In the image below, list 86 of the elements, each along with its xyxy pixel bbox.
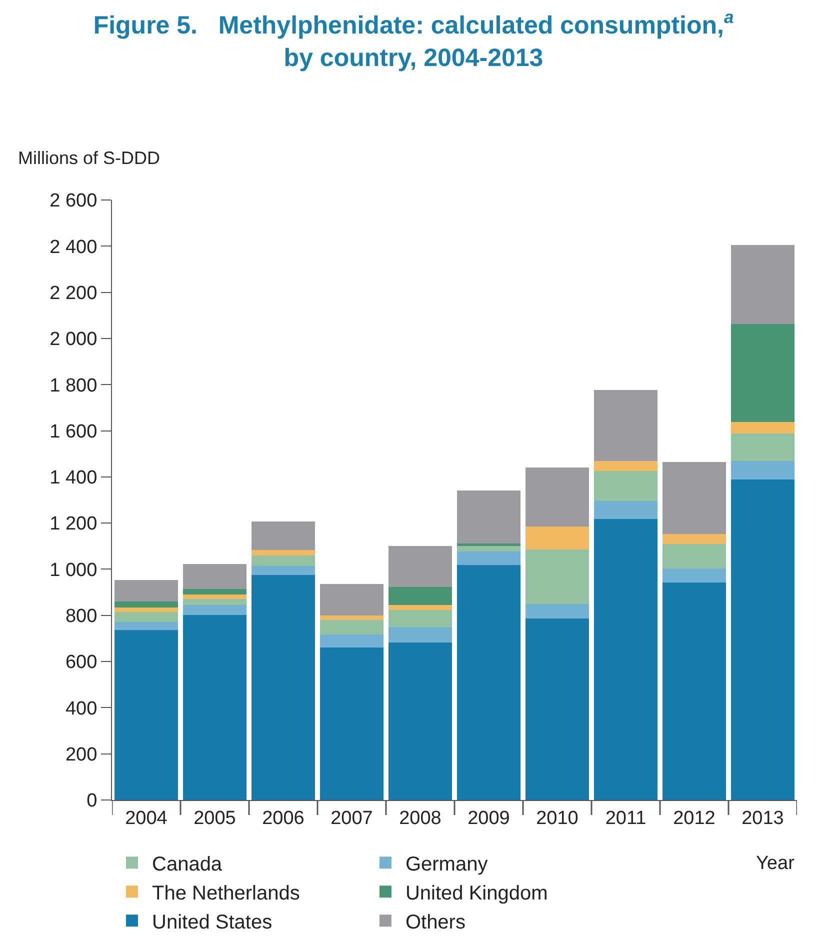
bar <box>183 564 246 589</box>
bar <box>731 434 794 461</box>
bar <box>183 588 246 594</box>
bar <box>183 615 246 800</box>
y-tick-label: 1 000 <box>50 560 98 581</box>
x-tick-label: 2005 <box>194 808 236 829</box>
bar <box>594 390 658 461</box>
bar <box>114 630 178 800</box>
x-tick-label: 2004 <box>125 808 168 829</box>
y-tick-label: 800 <box>65 606 98 628</box>
bar <box>388 627 452 642</box>
legend-label: Germany <box>405 853 488 876</box>
bar <box>114 608 178 612</box>
bar <box>252 575 315 800</box>
bar <box>252 555 315 566</box>
y-tick-label: 1 400 <box>50 468 98 489</box>
legend-label: Others <box>405 911 466 934</box>
y-tick-label: 2 400 <box>50 236 98 258</box>
legend-label: United Kingdom <box>405 882 548 904</box>
x-tick-label: 2013 <box>742 808 784 829</box>
x-axis-title: Year <box>756 853 796 874</box>
bar <box>388 605 452 610</box>
bar <box>388 610 452 628</box>
bar <box>320 647 384 800</box>
bar <box>526 550 589 604</box>
bar <box>252 550 315 556</box>
bar <box>114 580 178 602</box>
y-axis-title: Millions of S-DDD <box>18 148 160 168</box>
legend-label: United States <box>152 911 272 934</box>
bar <box>526 467 589 527</box>
x-tick-label: 2006 <box>262 808 304 829</box>
x-tick-label: 2009 <box>468 808 510 829</box>
bar <box>662 568 726 582</box>
x-tick-label: 2007 <box>330 808 373 829</box>
chart-title: Figure 5. Methylphenidate: calculated consumption,$^{a}$ by country, 2004-2013 <box>93 6 734 72</box>
bar <box>183 598 246 605</box>
bar <box>594 461 658 471</box>
x-tick-label: 2012 <box>673 808 716 829</box>
y-tick-label: 200 <box>65 744 98 766</box>
bar <box>594 501 658 519</box>
bar <box>594 470 658 502</box>
bar <box>320 634 384 648</box>
y-tick-label: 0 <box>86 790 98 812</box>
bar <box>662 582 726 800</box>
bar <box>183 604 246 616</box>
bar <box>114 612 178 622</box>
bar <box>114 601 178 608</box>
legend-label: The Netherlands <box>152 882 300 904</box>
bar <box>252 521 315 550</box>
bar <box>526 618 589 800</box>
bar <box>731 461 794 480</box>
bar <box>662 462 726 534</box>
bar <box>388 642 452 800</box>
bar <box>731 422 794 434</box>
y-tick-label: 1 200 <box>50 514 98 535</box>
y-tick-label: 600 <box>65 652 98 674</box>
y-tick-label: 400 <box>65 698 98 720</box>
bar <box>457 551 520 566</box>
bar <box>662 534 726 544</box>
bar <box>526 526 589 550</box>
bar <box>457 543 520 546</box>
bar <box>731 324 794 422</box>
bar <box>388 546 452 587</box>
x-tick-label: 2010 <box>536 808 578 829</box>
bar <box>662 544 726 568</box>
y-tick-label: 2 600 <box>50 190 98 212</box>
bar <box>526 604 589 619</box>
bar <box>731 480 794 800</box>
bar <box>457 490 520 544</box>
bar <box>457 565 520 800</box>
bar <box>388 586 452 606</box>
bar <box>320 620 384 634</box>
y-tick-label: 2 000 <box>50 329 98 350</box>
x-tick-label: 2011 <box>605 808 646 829</box>
bar <box>594 518 658 800</box>
bar <box>114 622 178 630</box>
y-tick-label: 1 600 <box>50 421 98 442</box>
bar <box>252 566 315 576</box>
y-tick-label: 1 800 <box>50 375 98 396</box>
legend-label: Canada <box>152 853 223 876</box>
bar <box>183 594 246 599</box>
bar <box>731 245 794 324</box>
bar <box>320 584 384 616</box>
bar <box>320 615 384 620</box>
y-tick-label: 2 200 <box>50 282 98 304</box>
x-tick-label: 2008 <box>399 808 442 829</box>
